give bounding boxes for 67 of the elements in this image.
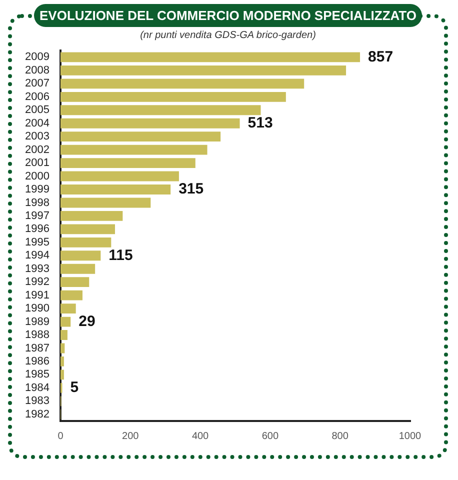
bar xyxy=(60,118,240,128)
x-tick-label: 200 xyxy=(122,430,140,442)
y-tick-label: 1991 xyxy=(24,289,50,302)
y-tick-label: 2009 xyxy=(24,51,50,64)
chart-title: EVOLUZIONE DEL COMMERCIO MODERNO SPECIALIZZATO xyxy=(34,4,422,27)
data-label: 29 xyxy=(78,312,96,330)
y-tick-label: 2003 xyxy=(24,130,50,143)
bar xyxy=(60,105,261,116)
bar xyxy=(60,210,123,221)
bar xyxy=(60,290,82,300)
y-tick-label: 2005 xyxy=(24,104,50,116)
data-label: 315 xyxy=(178,180,204,198)
y-tick-label: 1993 xyxy=(24,262,50,275)
data-label: 115 xyxy=(108,246,133,264)
y-tick-label: 1987 xyxy=(24,342,50,354)
chart-subtitle: (nr punti vendita GDS-GA brico-garden) xyxy=(139,30,317,41)
y-tick-label: 2006 xyxy=(24,90,50,103)
y-tick-label: 2008 xyxy=(24,64,50,76)
bar xyxy=(60,184,171,194)
data-label: 5 xyxy=(70,379,79,396)
y-tick-label: 1997 xyxy=(24,210,50,222)
bar xyxy=(60,158,196,168)
y-tick-label: 1999 xyxy=(24,184,50,196)
y-tick-label: 1996 xyxy=(24,223,50,236)
bar xyxy=(60,316,71,327)
y-tick-label: 1984 xyxy=(24,382,50,394)
y-tick-label: 1995 xyxy=(24,236,50,248)
bar xyxy=(60,78,304,89)
bar xyxy=(60,132,221,142)
x-tick-label: 400 xyxy=(192,430,210,442)
y-tick-label: 1992 xyxy=(24,276,50,288)
bar xyxy=(60,343,65,354)
y-tick-label: 2002 xyxy=(24,144,50,156)
bar xyxy=(60,237,112,248)
y-tick-label: 2000 xyxy=(24,170,50,182)
bar xyxy=(60,356,64,366)
data-label: 857 xyxy=(368,48,394,66)
y-tick-label: 2004 xyxy=(24,117,50,130)
y-tick-label: 1994 xyxy=(24,250,50,262)
y-tick-label: 1989 xyxy=(24,316,50,328)
x-tick-label: 800 xyxy=(332,430,349,442)
y-tick-label: 1986 xyxy=(24,356,50,368)
x-tick-label: 600 xyxy=(262,430,279,442)
bar xyxy=(60,330,68,340)
bar xyxy=(60,264,96,274)
x-tick-label: 1000 xyxy=(398,430,422,442)
y-tick-label: 1998 xyxy=(24,196,50,209)
bar xyxy=(60,92,286,102)
bar xyxy=(60,198,151,208)
bar xyxy=(60,52,360,62)
bar xyxy=(60,370,64,380)
y-tick-label: 2007 xyxy=(24,78,50,90)
y-tick-label: 1982 xyxy=(24,408,50,420)
bar xyxy=(60,65,346,76)
bar xyxy=(60,304,76,314)
bar xyxy=(60,171,179,182)
bar xyxy=(60,250,101,261)
data-label: 513 xyxy=(248,114,273,132)
x-tick-label: 0 xyxy=(58,430,64,442)
bar xyxy=(60,277,90,288)
bar xyxy=(60,224,115,234)
y-tick-label: 2001 xyxy=(24,157,50,170)
y-tick-label: 1988 xyxy=(24,329,50,342)
y-tick-label: 1990 xyxy=(24,302,50,315)
bar xyxy=(60,144,208,155)
y-tick-label: 1983 xyxy=(24,395,50,408)
y-tick-label: 1985 xyxy=(24,368,50,381)
